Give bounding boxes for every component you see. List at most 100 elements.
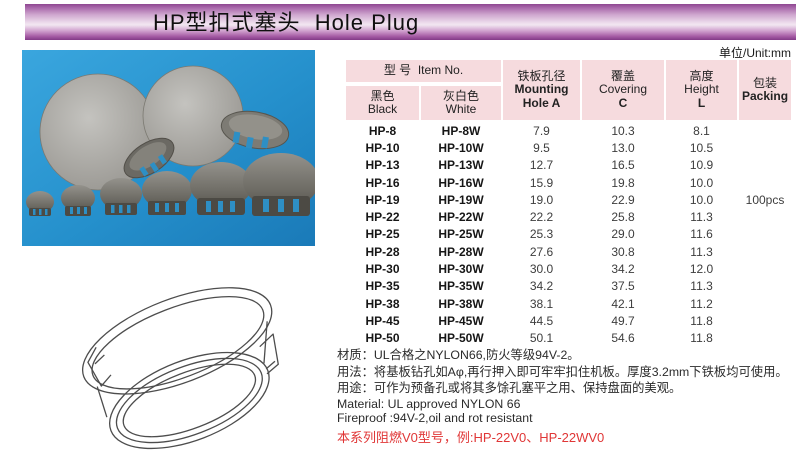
col-header-packing: 包装 Packing <box>739 58 792 122</box>
item-no-white: HP-45W <box>438 313 484 328</box>
col-header-height: 高度 Height L <box>666 58 738 122</box>
spec-table: 型 号 Item No. 铁板孔径 Mounting Hole A 覆盖 Cov… <box>344 58 793 347</box>
table-row: HP-10 HP-10W 9.5 13.0 10.5 <box>346 139 791 156</box>
height-value: 11.6 <box>690 227 713 242</box>
height-value: 10.0 <box>689 175 714 190</box>
notes-block: 材质：UL合格之NYLON66,防火等级94V-2。 用法：将基板钻孔如Aφ,再… <box>337 347 793 446</box>
mounting-hole-value: 38.1 <box>529 296 554 311</box>
height-value: 11.3 <box>690 244 713 259</box>
packing-value <box>739 208 791 225</box>
height-value: 11.8 <box>690 331 713 346</box>
note-material-cn: 材质：UL合格之NYLON66,防火等级94V-2。 <box>337 348 580 362</box>
mounting-hole-value: 50.1 <box>529 331 554 346</box>
height-value: 11.3 <box>690 279 713 294</box>
item-no-black: HP-25 <box>365 227 400 242</box>
height-value: 11.8 <box>690 313 713 328</box>
product-line-drawing <box>52 280 320 470</box>
title-bar: HP型扣式塞头 Hole Plug <box>25 4 796 40</box>
item-no-white: HP-28W <box>438 244 484 259</box>
item-no-black: HP-19 <box>365 192 400 207</box>
item-no-white: HP-16W <box>438 175 484 190</box>
table-row: HP-13 HP-13W 12.7 16.5 10.9 <box>346 157 791 174</box>
table-row: HP-25 HP-25W 25.3 29.0 11.6 <box>346 226 791 243</box>
item-no-white: HP-13W <box>438 158 484 173</box>
item-no-white: HP-38W <box>438 296 484 311</box>
item-no-white: HP-8W <box>441 123 481 138</box>
packing-value <box>739 312 791 329</box>
mounting-hole-value: 19.0 <box>529 192 554 207</box>
item-no-black: HP-30 <box>365 262 400 277</box>
col-header-mounting-hole: 铁板孔径 Mounting Hole A <box>503 58 581 122</box>
item-no-white: HP-30W <box>438 262 484 277</box>
covering-value: 10.3 <box>611 123 635 138</box>
height-value: 8.1 <box>693 123 710 138</box>
item-no-black: HP-45 <box>365 313 400 328</box>
item-no-white: HP-25W <box>438 227 484 242</box>
packing-value <box>739 157 791 174</box>
col-header-item-no: 型 号 Item No. <box>346 58 502 84</box>
table-row: HP-35 HP-35W 34.2 37.5 11.3 <box>346 278 791 295</box>
unit-label: 单位/Unit:mm <box>718 46 791 60</box>
packing-value <box>739 278 791 295</box>
packing-value <box>739 295 791 312</box>
col-header-black: 黑色 Black <box>346 84 419 122</box>
covering-value: 42.1 <box>611 296 635 311</box>
table-row: HP-38 HP-38W 38.1 42.1 11.2 <box>346 295 791 312</box>
item-no-black: HP-28 <box>365 244 400 259</box>
note-material-en: Material: UL approved NYLON 66 <box>337 396 521 411</box>
mounting-hole-value: 22.2 <box>529 210 554 225</box>
covering-value: 29.0 <box>611 227 635 242</box>
mounting-hole-value: 25.3 <box>529 227 554 242</box>
mounting-hole-value: 30.0 <box>529 262 554 277</box>
covering-value: 30.8 <box>611 244 635 259</box>
col-header-white: 灰白色 White <box>421 84 502 122</box>
item-no-black: HP-22 <box>365 210 400 225</box>
covering-value: 16.5 <box>611 158 635 173</box>
item-no-black: HP-50 <box>365 331 400 346</box>
note-purpose-cn: 用途：可作为预备孔或将其多馀孔塞平之用、保持盘面的美观。 <box>337 381 682 396</box>
covering-value: 34.2 <box>611 262 635 277</box>
item-no-black: HP-38 <box>365 296 400 311</box>
item-no-white: HP-19W <box>438 192 484 207</box>
item-no-black: HP-16 <box>365 175 400 190</box>
height-value: 12.0 <box>689 262 714 277</box>
product-photo <box>22 50 315 246</box>
table-row: HP-8 HP-8W 7.9 10.3 8.1 <box>346 122 791 139</box>
item-no-black: HP-8 <box>368 123 397 138</box>
item-no-white: HP-10W <box>438 140 484 155</box>
height-value: 10.9 <box>689 158 714 173</box>
height-value: 10.0 <box>689 192 714 207</box>
packing-value <box>739 243 791 260</box>
covering-value: 49.7 <box>611 313 635 328</box>
packing-value <box>739 226 791 243</box>
covering-value: 13.0 <box>611 140 635 155</box>
packing-value <box>739 139 791 156</box>
item-no-white: HP-50W <box>438 331 484 346</box>
table-row: HP-45 HP-45W 44.5 49.7 11.8 <box>346 312 791 329</box>
mounting-hole-value: 12.7 <box>529 158 554 173</box>
item-no-black: HP-35 <box>365 279 400 294</box>
packing-value <box>739 260 791 277</box>
covering-value: 54.6 <box>611 331 635 346</box>
packing-value <box>739 122 791 139</box>
item-no-black: HP-10 <box>365 140 400 155</box>
table-row: HP-22 HP-22W 22.2 25.8 11.3 <box>346 208 791 225</box>
mounting-hole-value: 34.2 <box>529 279 554 294</box>
item-no-black: HP-13 <box>365 158 400 173</box>
table-row: HP-30 HP-30W 30.0 34.2 12.0 <box>346 260 791 277</box>
packing-value: 100pcs <box>745 192 785 207</box>
mounting-hole-value: 44.5 <box>529 313 554 328</box>
note-usage-cn: 用法：将基板钻孔如Aφ,再行押入即可牢牢扣住机板。厚度3.2mm下铁板均可使用。 <box>337 364 788 379</box>
note-v0-series: 本系列阻燃V0型号，例:HP-22V0、HP-22WV0 <box>337 429 605 445</box>
col-header-covering: 覆盖 Covering C <box>582 58 665 122</box>
mounting-hole-value: 27.6 <box>529 244 554 259</box>
item-no-white: HP-22W <box>438 210 484 225</box>
mounting-hole-value: 7.9 <box>533 123 550 138</box>
item-no-white: HP-35W <box>438 279 484 294</box>
mounting-hole-value: 15.9 <box>529 175 554 190</box>
height-value: 10.5 <box>689 140 714 155</box>
table-row: HP-28 HP-28W 27.6 30.8 11.3 <box>346 243 791 260</box>
height-value: 11.2 <box>690 296 713 311</box>
covering-value: 19.8 <box>611 175 635 190</box>
packing-value <box>739 174 791 191</box>
